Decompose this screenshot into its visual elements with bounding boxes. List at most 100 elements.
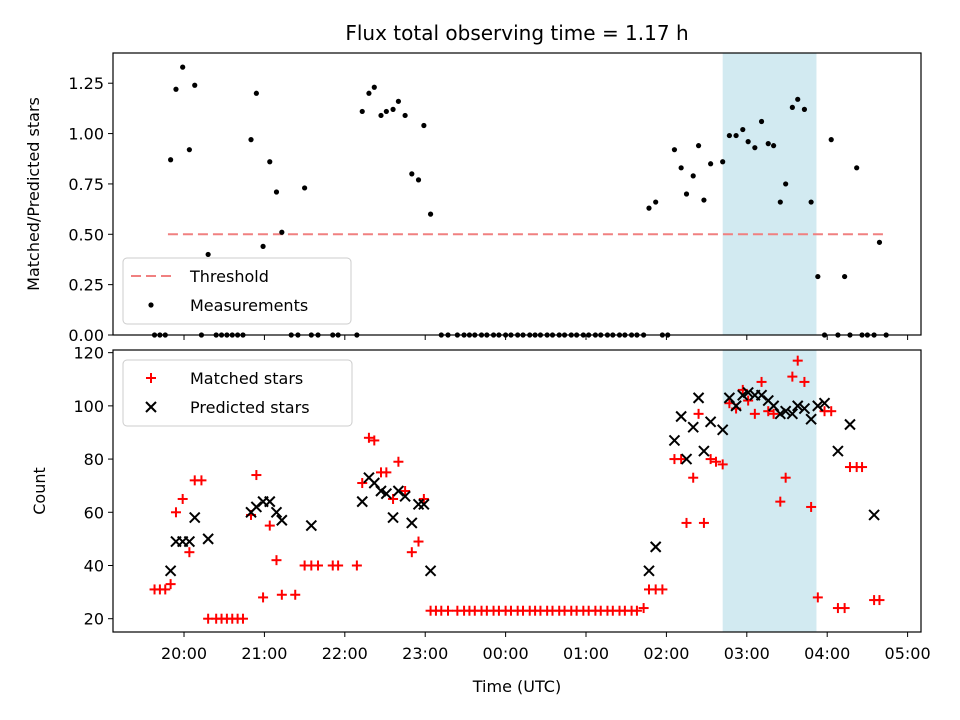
- matched-star-point: [874, 595, 885, 606]
- matched-star-point: [806, 501, 817, 512]
- matched-star-point: [698, 517, 709, 528]
- matched-star-point: [363, 432, 374, 443]
- bottom-y-tick-label: 80: [84, 450, 104, 469]
- legend-measurement-label: Measurements: [190, 296, 308, 315]
- measurement-point: [395, 98, 402, 104]
- predicted-star-point: [698, 445, 710, 457]
- measurement-point: [273, 189, 280, 195]
- bottom-plot-frame: [112, 349, 922, 633]
- matched-star-point: [442, 605, 453, 616]
- matched-star-point: [631, 605, 642, 616]
- measurement-point: [378, 112, 384, 119]
- measurement-point: [192, 82, 198, 88]
- measurement-point: [765, 141, 771, 147]
- x-tick-label: 05:00: [885, 644, 931, 663]
- top-y-tick-label: 0.25: [68, 276, 104, 295]
- matched-star-point: [756, 376, 767, 387]
- top-legend-box: [122, 257, 352, 325]
- matched-star-point: [160, 584, 171, 595]
- x-tick-label: 23:00: [402, 644, 448, 663]
- bottom-panel: 20:00 21:00 22:00 23:00 00:00 01:00 02:00 03:00…: [30, 344, 931, 696]
- measurement-point: [653, 199, 659, 205]
- matched-star-point: [165, 579, 176, 590]
- measurement-point: [842, 273, 848, 280]
- predicted-star-point: [643, 565, 655, 577]
- predicted-star-point: [812, 400, 824, 412]
- top-y-tick-label: 1.25: [68, 74, 104, 93]
- matched-star-point: [676, 454, 687, 465]
- matched-star-point: [333, 560, 344, 571]
- matched-star-point: [839, 603, 850, 614]
- predicted-star-point: [264, 495, 276, 508]
- matched-star-point: [388, 493, 399, 504]
- measurement-point: [646, 205, 652, 211]
- predicted-star-point: [779, 405, 792, 417]
- predicted-star-point: [356, 495, 368, 508]
- predicted-star-point: [680, 453, 693, 465]
- measurement-point: [690, 173, 696, 179]
- top-y-tick-label: 0.75: [68, 175, 104, 194]
- top-y-tick-label: 0.00: [68, 326, 104, 345]
- predicted-star-point: [730, 400, 742, 412]
- measurement-point: [267, 159, 273, 165]
- predicted-star-point: [692, 392, 705, 404]
- matched-star-point: [276, 589, 287, 600]
- x-tick-label: 04:00: [804, 644, 850, 663]
- measurement-point: [740, 126, 746, 133]
- measurement-point: [854, 165, 860, 171]
- matched-star-point: [271, 555, 282, 566]
- predicted-star-point: [164, 565, 177, 577]
- predicted-star-points: [164, 386, 880, 577]
- matched-star-point: [400, 486, 411, 496]
- predicted-star-point: [380, 487, 393, 500]
- legend-measurement-swatch: [148, 302, 154, 308]
- predicted-star-point: [668, 434, 681, 447]
- measurement-point: [253, 90, 259, 96]
- x-tick-label: 21:00: [241, 644, 287, 663]
- measurement-point: [302, 185, 308, 191]
- predicted-star-point: [792, 400, 804, 412]
- matched-star-point: [657, 584, 668, 595]
- measurement-point: [783, 181, 789, 187]
- measurement-point: [876, 239, 883, 245]
- legend-matched-label: Matched stars: [190, 369, 303, 388]
- predicted-star-point: [202, 533, 214, 545]
- measurement-point: [409, 171, 415, 177]
- chart-title: Flux total observing time = 1.17 h: [345, 21, 688, 45]
- matched-star-point: [768, 408, 779, 419]
- predicted-star-point: [742, 386, 754, 399]
- top-y-axis-label: Matched/Predicted stars: [24, 97, 43, 291]
- top-panel: 0.00 0.25 0.50 0.75 1.00 1.25 Matched/Predict…: [24, 52, 922, 345]
- matched-star-point: [693, 408, 704, 419]
- matched-star-point: [681, 517, 692, 528]
- predicted-star-point: [424, 565, 437, 577]
- matched-star-point: [184, 547, 195, 558]
- matched-star-point: [780, 472, 791, 483]
- matched-star-point: [857, 462, 868, 473]
- measurement-point: [173, 86, 179, 92]
- measurement-point: [789, 104, 795, 110]
- measurement-point: [745, 139, 751, 145]
- bottom-legend-box: [122, 359, 353, 427]
- measurement-point: [771, 143, 777, 149]
- x-axis-label: Time (UTC): [472, 677, 561, 696]
- measurement-point: [726, 132, 732, 139]
- predicted-star-point: [844, 418, 856, 431]
- matched-star-point: [313, 560, 324, 571]
- predicted-star-point: [818, 397, 831, 409]
- measurement-point: [671, 147, 678, 153]
- matched-star-point: [196, 475, 207, 486]
- bottom-y-tick-label: 40: [84, 556, 104, 575]
- measurement-point: [752, 145, 758, 151]
- x-tick-label: 02:00: [643, 644, 689, 663]
- predicted-star-point: [798, 402, 811, 415]
- bottom-highlight-span: [722, 350, 817, 632]
- predicted-star-point: [832, 445, 844, 457]
- predicted-star-point: [716, 424, 729, 436]
- predicted-star-point: [387, 511, 399, 524]
- matched-star-point: [812, 592, 823, 603]
- matched-star-point: [369, 435, 380, 446]
- measurement-point: [279, 229, 285, 235]
- top-y-tick-label: 1.00: [68, 125, 104, 144]
